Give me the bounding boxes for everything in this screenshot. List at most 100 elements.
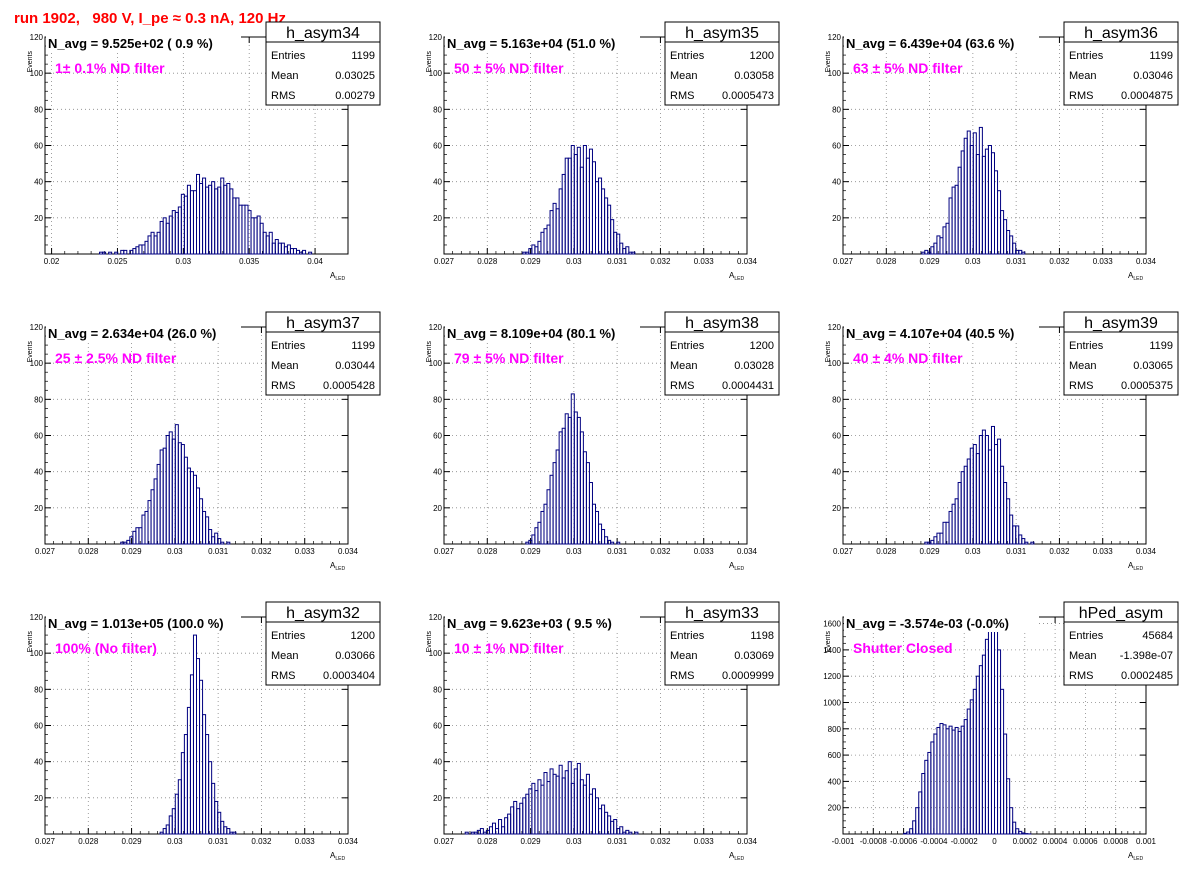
y-tick-label: 100 (828, 359, 842, 368)
x-tick-label: 0.031 (1006, 257, 1027, 266)
y-tick-label: 80 (433, 395, 442, 404)
y-tick-label: 120 (828, 33, 842, 42)
stats-box (265, 41, 381, 106)
x-tick-label: 0.034 (737, 547, 758, 556)
x-tick-label: 0.034 (338, 547, 359, 556)
histogram-panel-h_asym33: 0.027 0.028 0.029 0.03 0.031 0.032 0.033 0.034 2… (426, 601, 780, 862)
x-axis-label-sub: LED (734, 856, 744, 862)
histogram-bin (464, 831, 469, 835)
histogram-panel-h_asym34: 0.02 0.025 0.03 0.035 0.04 20 40 60 80 100 120 ALED… (27, 21, 381, 282)
stats-mean-label: Mean (271, 360, 299, 372)
navg-label: N_avg = 5.163e+04 (51.0 %) (447, 36, 615, 51)
y-tick-label: 120 (30, 323, 44, 332)
x-tick-label: 0.03 (167, 547, 183, 556)
x-tick-label: 0.028 (876, 257, 897, 266)
y-tick-label: 120 (828, 323, 842, 332)
x-tick-label: 0.03 (176, 257, 192, 266)
stats-title-box (1063, 311, 1179, 333)
y-tick-label: 20 (832, 504, 841, 513)
stats-box (664, 621, 780, 686)
histogram-panel-h_asym38: 0.027 0.028 0.029 0.03 0.031 0.032 0.033 0.034 2… (426, 311, 780, 572)
stats-rms-value: 0.00279 (335, 90, 375, 102)
stats-title-box (1063, 21, 1179, 43)
x-tick-label: 0.033 (1093, 257, 1114, 266)
stats-entries-label: Entries (271, 340, 306, 352)
filter-annotation: 10 ± 1% ND filter (454, 640, 564, 656)
histogram-bin (479, 828, 484, 835)
x-axis-label: ALED (729, 851, 744, 862)
histogram-bin (226, 828, 231, 835)
stats-entries-value: 1199 (351, 50, 375, 62)
y-tick-label: 400 (828, 777, 842, 786)
stats-entries-value: 1198 (750, 630, 774, 642)
y-tick-label: 80 (433, 685, 442, 694)
x-tick-label: 0.029 (122, 837, 143, 846)
stats-rms-label: RMS (271, 670, 295, 682)
histogram-panel-h_asym35: 0.027 0.028 0.029 0.03 0.031 0.032 0.033 0.034 2… (426, 21, 780, 282)
x-tick-label: 0.029 (521, 837, 542, 846)
y-tick-label: 60 (34, 432, 43, 441)
y-tick-label: 40 (34, 178, 43, 187)
stats-entries-value: 1200 (750, 50, 774, 62)
x-tick-label: 0.028 (876, 547, 897, 556)
stats-entries-value: 1199 (1149, 50, 1173, 62)
y-tick-label: 600 (828, 751, 842, 760)
x-tick-label: -0.0002 (951, 837, 979, 846)
stats-mean-value: 0.03065 (1133, 360, 1173, 372)
y-axis-label: Events (27, 51, 34, 73)
histogram-bin (302, 249, 307, 255)
filter-annotation: 100% (No filter) (55, 640, 157, 656)
stats-mean-value: 0.03044 (335, 360, 375, 372)
histogram-bin (1012, 821, 1017, 835)
x-tick-label: 0.0002 (1013, 837, 1038, 846)
x-tick-label: 0.034 (737, 257, 758, 266)
x-tick-label: 0.032 (251, 547, 272, 556)
y-tick-label: 200 (828, 804, 842, 813)
y-tick-label: 800 (828, 725, 842, 734)
x-tick-label: 0.04 (307, 257, 323, 266)
histogram-bin (1006, 778, 1011, 835)
histogram-bin (610, 541, 615, 545)
x-tick-label: 0.034 (1136, 257, 1157, 266)
y-tick-label: 80 (34, 105, 43, 114)
stats-entries-value: 1200 (351, 630, 375, 642)
histogram-bin (232, 831, 237, 835)
y-tick-label: 100 (30, 359, 44, 368)
stats-hist-name: hPed_asym (1079, 605, 1164, 622)
stats-rms-label: RMS (1069, 670, 1093, 682)
stats-entries-label: Entries (670, 630, 705, 642)
stats-box (1063, 621, 1179, 686)
x-tick-label: 0.028 (78, 837, 99, 846)
x-tick-label: 0.029 (920, 547, 941, 556)
x-tick-label: 0.031 (208, 837, 229, 846)
y-tick-label: 60 (832, 142, 841, 151)
y-tick-label: 100 (429, 359, 443, 368)
stats-hist-name: h_asym37 (286, 315, 360, 332)
stats-rms-label: RMS (670, 90, 694, 102)
histogram-bin (616, 541, 621, 545)
x-tick-label: 0.029 (122, 547, 143, 556)
stats-box (1063, 331, 1179, 396)
x-tick-label: 0.027 (35, 837, 56, 846)
y-tick-label: 20 (433, 504, 442, 513)
navg-label-bg (445, 616, 640, 632)
stats-mean-label: Mean (271, 70, 299, 82)
stats-mean-label: Mean (271, 650, 299, 662)
stats-entries-label: Entries (670, 340, 705, 352)
y-tick-label: 40 (832, 178, 841, 187)
stats-hist-name: h_asym35 (685, 25, 759, 42)
x-tick-label: 0.028 (477, 837, 498, 846)
histogram-bin (308, 251, 313, 255)
stats-title-box (265, 601, 381, 623)
x-tick-label: 0.025 (107, 257, 128, 266)
histogram-bin (1021, 538, 1026, 545)
x-tick-label: 0 (992, 837, 997, 846)
x-tick-label: 0.028 (477, 547, 498, 556)
histogram-bin (1009, 807, 1014, 835)
navg-label: N_avg = 9.525e+02 ( 0.9 %) (48, 36, 213, 51)
x-tick-label: 0.029 (521, 547, 542, 556)
y-tick-label: 20 (34, 794, 43, 803)
x-tick-label: 0.001 (1136, 837, 1157, 846)
y-tick-label: 1000 (823, 698, 841, 707)
